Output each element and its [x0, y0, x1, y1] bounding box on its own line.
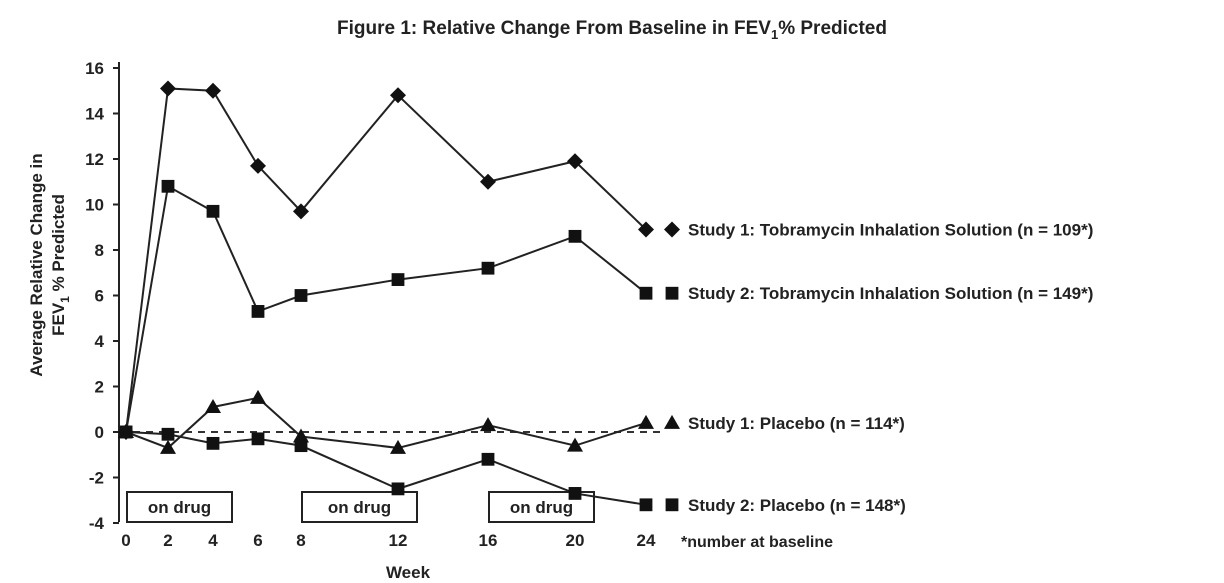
y-tick-label: 2: [95, 378, 104, 397]
series-layer: [118, 80, 654, 512]
x-tick-label: 6: [253, 531, 262, 550]
legend-entry-3: Study 1: Placebo (n = 114*): [664, 414, 905, 433]
y-ticks: 16 14 12 10 8 6 4 2 0 -2 -4: [85, 59, 119, 533]
data-point-square: [639, 498, 653, 512]
legend-label: Study 1: Placebo (n = 114*): [688, 414, 905, 433]
y-tick-label: 16: [85, 59, 104, 78]
series-2: [119, 179, 653, 439]
on-drug-boxes: on drug on drug on drug: [126, 491, 595, 523]
data-point-square: [391, 273, 405, 286]
x-tick-label: 12: [389, 531, 408, 550]
on-drug-label: on drug: [148, 498, 211, 517]
on-drug-label: on drug: [328, 498, 391, 517]
x-tick-label: 24: [637, 531, 656, 550]
y-tick-label: -4: [89, 514, 105, 533]
y-tick-label: 12: [85, 150, 104, 169]
data-point-square: [568, 229, 582, 243]
on-drug-box: [301, 491, 418, 523]
x-tick-label: 8: [296, 531, 305, 550]
legend-label: Study 2: Tobramycin Inhalation Solution …: [688, 284, 1093, 303]
x-tick-label: 0: [121, 531, 130, 550]
data-point-square: [251, 432, 265, 446]
legend-entry-2: Study 2: Tobramycin Inhalation Solution …: [665, 284, 1093, 303]
x-tick-label: 4: [208, 531, 218, 550]
data-point-diamond: [390, 87, 406, 104]
data-point-square: [391, 482, 405, 496]
data-point-square: [294, 289, 308, 302]
x-axis-label: Week: [386, 563, 431, 582]
series-3: [118, 389, 654, 454]
on-drug-period: on drug: [126, 491, 233, 523]
data-point-diamond: [664, 221, 680, 238]
y-tick-label: 14: [85, 105, 104, 124]
data-point-triangle: [250, 389, 266, 404]
data-point-square: [481, 452, 495, 466]
x-tick-label: 20: [566, 531, 585, 550]
series-1: [118, 80, 654, 440]
data-point-diamond: [250, 157, 266, 174]
data-point-triangle: [480, 417, 496, 432]
y-tick-label: 4: [95, 332, 105, 351]
y-tick-label: 10: [85, 196, 104, 215]
x-tick-label: 2: [163, 531, 172, 550]
x-ticks: 0 2 4 6 8 12 16 20 24: [121, 531, 656, 550]
data-point-square: [206, 204, 220, 218]
data-point-diamond: [638, 221, 654, 238]
data-point-diamond: [480, 173, 496, 190]
y-tick-label: 6: [95, 287, 104, 306]
data-point-square: [119, 425, 133, 439]
series-line: [125, 396, 647, 450]
data-point-diamond: [205, 82, 221, 99]
data-point-square: [665, 286, 679, 300]
legend-label: Study 1: Tobramycin Inhalation Solution …: [688, 221, 1093, 240]
data-point-triangle: [390, 439, 406, 454]
data-point-square: [161, 179, 175, 193]
data-point-triangle: [205, 398, 221, 413]
data-point-triangle: [160, 439, 176, 454]
legend-label: Study 2: Placebo (n = 148*): [688, 496, 906, 515]
data-point-triangle: [664, 414, 680, 429]
data-point-square: [251, 305, 265, 318]
data-point-square: [206, 436, 220, 450]
data-point-triangle: [293, 428, 309, 443]
data-point-square: [294, 439, 308, 453]
data-point-diamond: [160, 80, 176, 97]
data-point-triangle: [567, 437, 583, 452]
x-tick-label: 16: [479, 531, 498, 550]
legend: Study 1: Tobramycin Inhalation Solution …: [664, 221, 1093, 515]
on-drug-period: on drug: [301, 491, 418, 523]
on-drug-box: [126, 491, 233, 523]
data-point-square: [665, 498, 679, 512]
y-tick-label: 0: [95, 423, 104, 442]
legend-entry-1: Study 1: Tobramycin Inhalation Solution …: [664, 221, 1093, 240]
series-line: [125, 87, 647, 433]
chart-title: Figure 1: Relative Change From Baseline …: [337, 18, 887, 42]
y-tick-label: -2: [89, 469, 104, 488]
y-axis-label-line2: FEV1 % Predicted: [49, 194, 72, 336]
data-point-square: [481, 261, 495, 275]
data-point-diamond: [293, 203, 309, 220]
legend-entry-4: Study 2: Placebo (n = 148*): [665, 496, 906, 515]
data-point-triangle: [638, 414, 654, 429]
baseline-note: *number at baseline: [681, 534, 833, 551]
series-4: [119, 425, 653, 512]
series-line: [125, 184, 647, 433]
y-axis-label-line1: Average Relative Change in: [27, 153, 46, 376]
data-point-square: [161, 427, 175, 441]
y-axis-label: Average Relative Change in FEV1 % Predic…: [27, 153, 72, 376]
data-point-diamond: [567, 153, 583, 170]
data-point-square: [568, 487, 582, 500]
on-drug-label: on drug: [510, 498, 573, 517]
y-tick-label: 8: [95, 241, 104, 260]
data-point-square: [639, 286, 653, 300]
